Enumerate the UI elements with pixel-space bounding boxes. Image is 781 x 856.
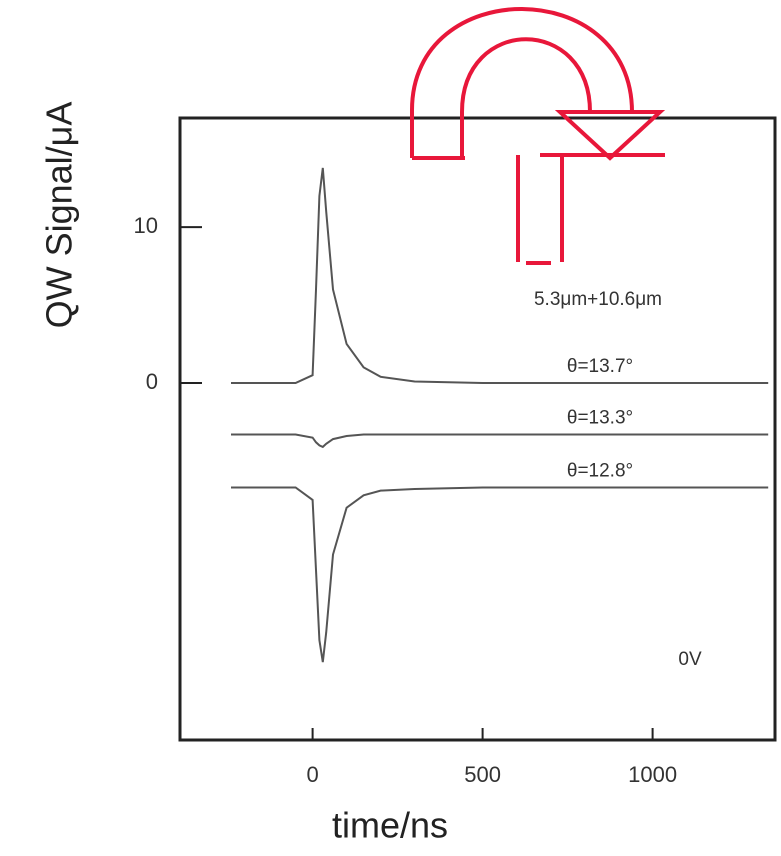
series-line xyxy=(231,486,769,663)
y-axis-label: QW Signal/μA xyxy=(39,102,80,329)
arrow-head xyxy=(554,110,666,161)
x-tick-label: 0 xyxy=(306,762,318,787)
series-label: θ=13.3° xyxy=(567,407,633,428)
x-tick-label: 500 xyxy=(464,762,501,787)
series-label: θ=13.7° xyxy=(567,356,633,377)
y-tick-label: 0 xyxy=(146,369,158,394)
y-tick-label: 10 xyxy=(134,213,158,238)
annotation: 5.3μm+10.6μm xyxy=(534,289,662,310)
arrow-outer-arc xyxy=(410,7,634,158)
detector-symbol xyxy=(516,153,665,265)
series-line xyxy=(231,433,769,449)
annotation: 0V xyxy=(678,649,702,670)
x-axis-label: time/ns xyxy=(332,805,448,846)
series-label: θ=12.8° xyxy=(567,460,633,481)
arrow-inner-arc xyxy=(460,37,592,158)
red-arrow xyxy=(410,7,666,265)
series-line xyxy=(231,167,769,384)
plot-frame xyxy=(178,116,777,742)
x-tick-label: 1000 xyxy=(628,762,677,787)
